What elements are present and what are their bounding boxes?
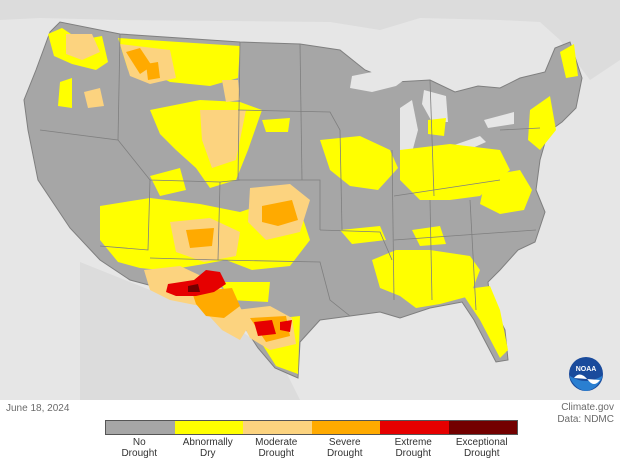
noaa-logo-icon: NOAA <box>569 357 603 391</box>
legend-label-severe-drought: Severe Drought <box>326 437 363 459</box>
legend-swatch-extreme-drought <box>380 421 449 434</box>
lake-huron <box>422 90 448 122</box>
canada-landmass <box>0 0 620 80</box>
credits: Climate.gov Data: NDMC <box>557 402 614 426</box>
legend-label-no-drought: No Drought <box>121 437 158 459</box>
exceptional-drought-areas <box>188 284 200 292</box>
us-map-svg <box>0 0 620 400</box>
legend-swatch-exceptional-drought <box>448 421 517 434</box>
legend-label-moderate-drought: Moderate Drought <box>255 437 298 459</box>
extreme-drought-areas <box>166 270 292 336</box>
mexico-landmass <box>80 262 300 400</box>
state-borders <box>39 33 541 317</box>
legend-swatch-abnormally-dry <box>174 421 243 434</box>
credit-source: Data: NDMC <box>557 414 614 425</box>
map-date: June 18, 2024 <box>6 403 70 414</box>
legend-label-abnormally-dry: Abnormally Dry <box>182 437 233 459</box>
footer: June 18, 2024 Climate.gov Data: NDMC No D… <box>0 400 620 464</box>
credit-site: Climate.gov <box>561 402 614 413</box>
logo-text: NOAA <box>576 366 597 373</box>
lake-ontario <box>484 112 514 128</box>
lake-michigan <box>400 100 418 160</box>
legend-swatch-no-drought <box>106 421 175 434</box>
legend-bar <box>105 420 518 435</box>
legend-swatch-severe-drought <box>311 421 380 434</box>
legend-label-extreme-drought: Extreme Drought <box>394 437 432 459</box>
legend-labels: No Drought Abnormally Dry Moderate Drought … <box>105 437 516 459</box>
legend-label-exceptional-drought: Exceptional Drought <box>455 437 508 459</box>
drought-map: NOAA <box>0 0 620 400</box>
legend-swatch-moderate-drought <box>243 421 312 434</box>
lake-superior <box>350 68 412 92</box>
